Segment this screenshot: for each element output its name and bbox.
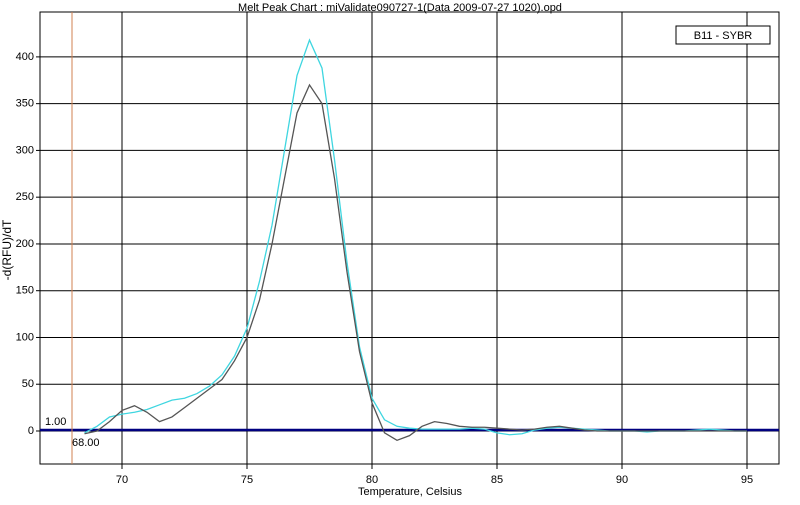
- y-tick-label: 150: [16, 285, 34, 297]
- x-tick-label: 80: [366, 474, 378, 486]
- y-tick-label: 100: [16, 331, 34, 343]
- y-tick-label: 300: [16, 144, 34, 156]
- x-tick-label: 70: [116, 474, 128, 486]
- series-line: [84, 83, 747, 442]
- x-tick-label: 75: [241, 474, 253, 486]
- plot-frame: [39, 11, 780, 465]
- y-axis-label: -d(RFU)/dT: [0, 219, 14, 280]
- y-tick-label: 200: [16, 238, 34, 250]
- y-tick-label: 350: [16, 98, 34, 110]
- y-tick-label: 50: [22, 378, 34, 390]
- x-tick-label: 95: [741, 474, 753, 486]
- x-tick-label: 85: [491, 474, 503, 486]
- x-tick-label: 90: [616, 474, 628, 486]
- y-tick-label: 400: [16, 51, 34, 63]
- legend-box: [675, 25, 771, 45]
- cursor-label: 68.00: [72, 437, 100, 449]
- legend-entry: B11 - SYBR: [694, 30, 753, 42]
- y-tick-label: 0: [28, 425, 34, 437]
- chart-title: Melt Peak Chart : miValidate090727-1(Dat…: [238, 2, 562, 14]
- x-axis-label: Temperature, Celsius: [358, 486, 462, 498]
- y-tick-label: 250: [16, 191, 34, 203]
- threshold-label: 1.00: [45, 416, 66, 428]
